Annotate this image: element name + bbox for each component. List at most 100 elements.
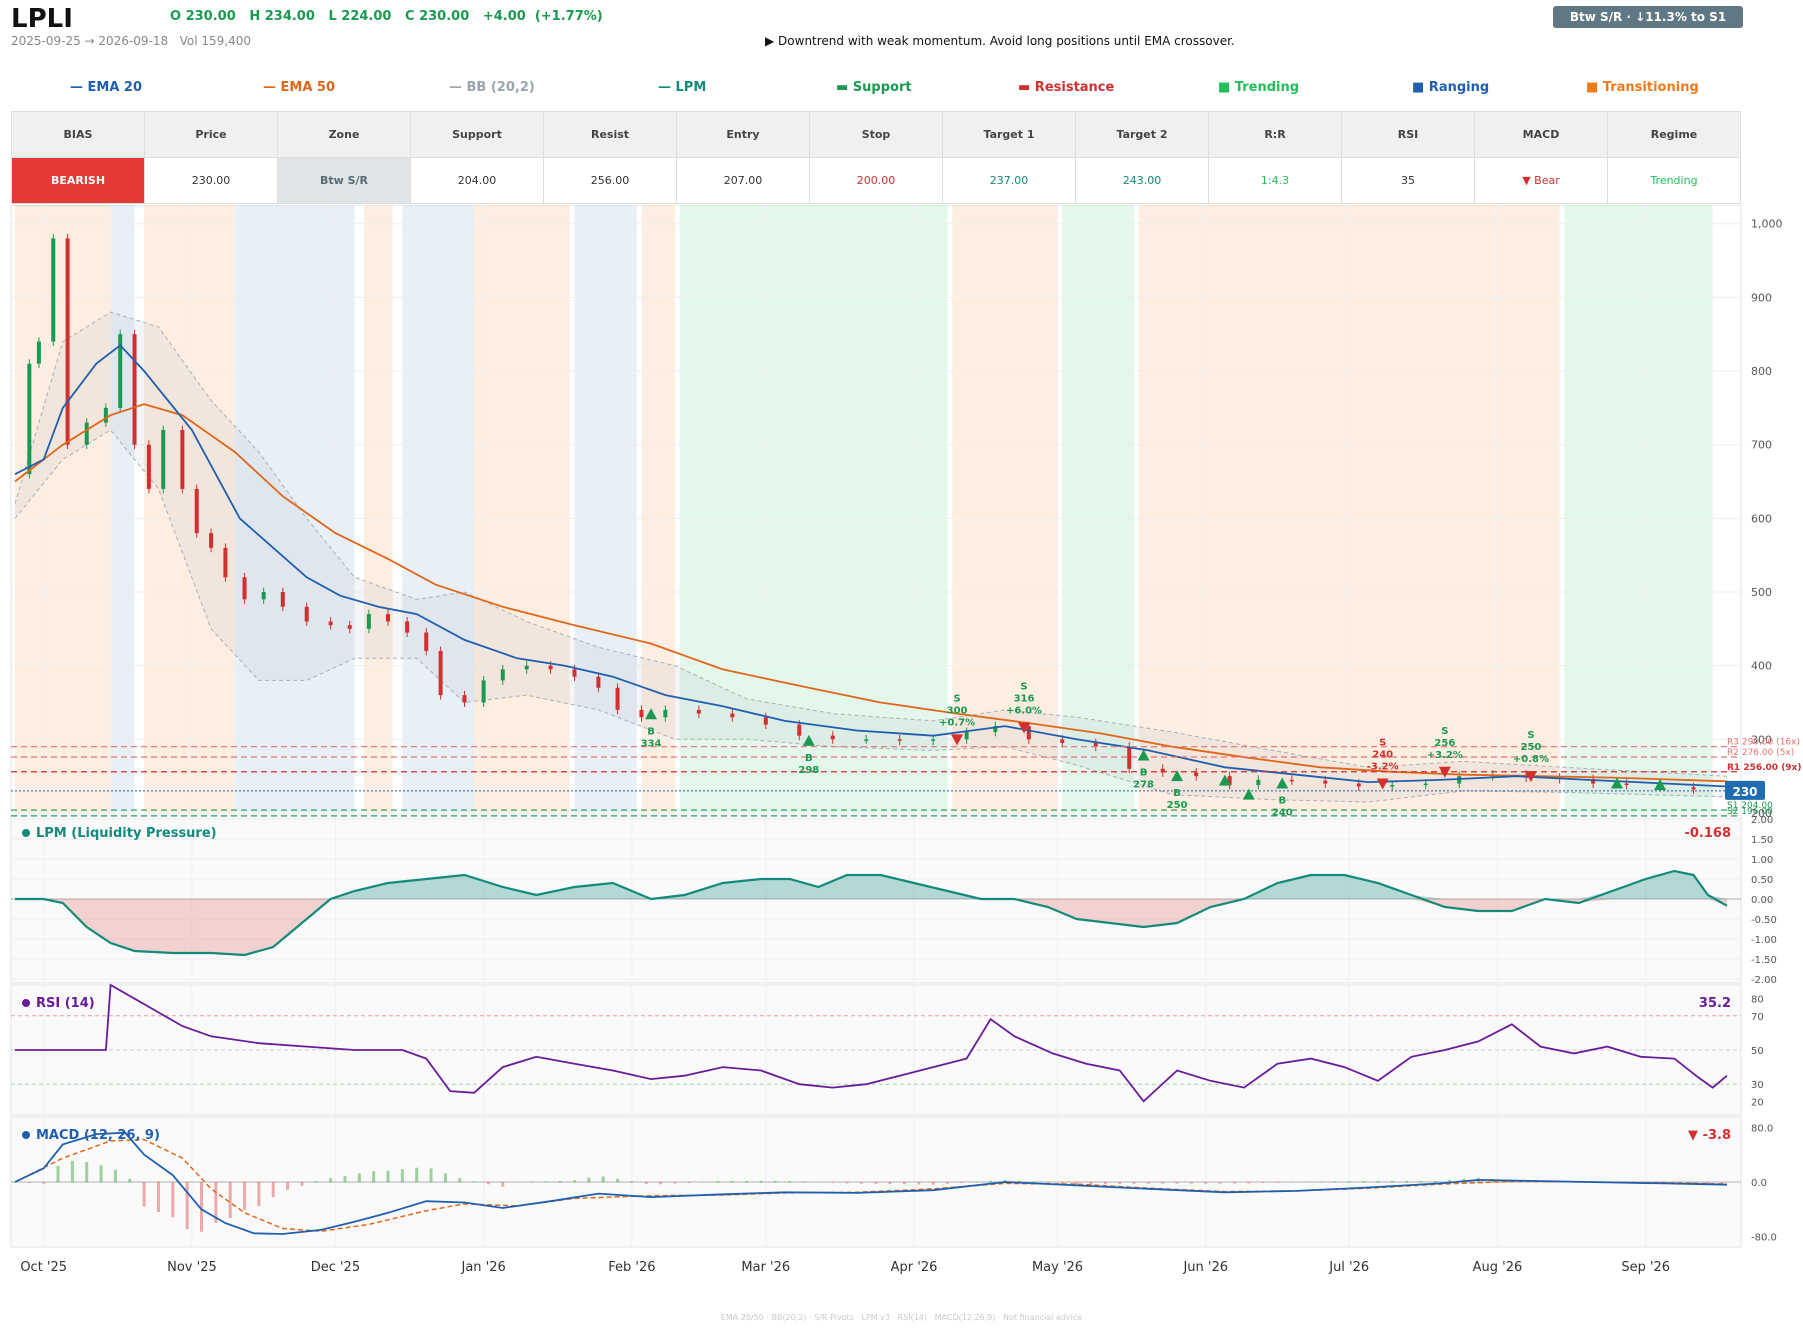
macd-histogram-bar xyxy=(1347,1181,1351,1183)
signal-label: +6.0% xyxy=(1006,706,1042,717)
buy-signal-marker xyxy=(1137,749,1150,761)
macd-histogram-bar xyxy=(1247,1182,1251,1184)
candle-body xyxy=(223,547,228,578)
value-bias: BEARISH xyxy=(11,157,145,204)
macd-histogram-bar xyxy=(745,1180,749,1183)
macd-histogram-bar xyxy=(386,1170,390,1183)
price-tick-label: 500 xyxy=(1751,586,1772,599)
candle-body xyxy=(366,614,371,629)
price-tick-label: 900 xyxy=(1751,291,1772,304)
header-resist: Resist xyxy=(543,111,677,158)
macd-histogram-bar xyxy=(329,1178,333,1183)
footer-note: EMA 20/50 · BB(20,2) · S/R Pivots · LPM … xyxy=(720,1313,1083,1322)
macd-histogram-bar xyxy=(171,1182,175,1218)
lpm-tick-label: 1.00 xyxy=(1751,855,1773,866)
lpm-tick-label: -1.50 xyxy=(1751,955,1777,966)
signal-label: 334 xyxy=(641,738,662,749)
macd-histogram-bar xyxy=(1204,1182,1208,1184)
lpm-tick-label: 0.00 xyxy=(1751,895,1773,906)
lpm-negative-area xyxy=(15,899,1727,955)
lpm-tick-label: 1.50 xyxy=(1751,835,1773,846)
candle-body xyxy=(596,676,601,688)
signal-label: B xyxy=(1278,796,1286,807)
macd-histogram-bar xyxy=(816,1181,820,1183)
macd-histogram-bar xyxy=(42,1182,46,1184)
header-price: Price xyxy=(144,111,278,158)
candle-body xyxy=(1356,783,1361,787)
signal-label: B xyxy=(647,726,655,737)
candle-body xyxy=(572,669,577,677)
macd-histogram-bar xyxy=(156,1182,160,1212)
lpm-tick-label: -0.50 xyxy=(1751,915,1777,926)
macd-histogram-bar xyxy=(630,1181,634,1183)
macd-histogram-bar xyxy=(1075,1182,1079,1185)
macd-histogram-bar xyxy=(142,1182,146,1207)
signal-label: S xyxy=(1379,738,1386,749)
macd-histogram-bar xyxy=(314,1181,318,1183)
signal-label: +0.7% xyxy=(939,717,975,728)
regime-band xyxy=(641,205,675,813)
signal-label: S xyxy=(1020,682,1027,693)
header-entry: Entry xyxy=(676,111,810,158)
macd-histogram-bar xyxy=(486,1182,490,1185)
rsi-line xyxy=(15,983,1728,1103)
candle-body xyxy=(51,238,56,342)
x-tick-label: Oct '25 xyxy=(20,1260,67,1275)
macd-histogram-bar xyxy=(1706,1182,1710,1184)
sell-signal-marker xyxy=(1018,722,1031,734)
candle-body xyxy=(524,665,529,670)
macd-histogram-bar xyxy=(1118,1182,1122,1185)
macd-histogram-bar xyxy=(1232,1182,1236,1184)
header-target1: Target 1 xyxy=(942,111,1076,158)
signal-label: -3.2% xyxy=(1367,762,1399,773)
x-tick-label: Dec '25 xyxy=(311,1260,360,1275)
price-tick-label: 700 xyxy=(1751,439,1772,452)
macd-histogram-bar xyxy=(1448,1180,1452,1183)
candle-body xyxy=(663,709,668,718)
macd-histogram-bar xyxy=(1146,1182,1150,1184)
x-tick-label: Sep '26 xyxy=(1621,1260,1670,1275)
candle-body xyxy=(763,717,768,725)
candle-body xyxy=(65,238,70,445)
candle-body xyxy=(964,731,969,740)
value-zone: Btw S/R xyxy=(277,157,411,204)
macd-histogram-bar xyxy=(1189,1182,1193,1184)
candle-body xyxy=(118,334,123,408)
macd-histogram-bar xyxy=(1032,1181,1036,1183)
candle-body xyxy=(180,429,185,489)
x-tick-label: Jul '26 xyxy=(1328,1260,1369,1275)
x-tick-label: Apr '26 xyxy=(891,1260,938,1275)
x-tick-label: Feb '26 xyxy=(608,1260,655,1275)
candle-body xyxy=(280,592,285,607)
candle-body xyxy=(161,429,166,489)
macd-histogram-bar xyxy=(802,1181,806,1183)
candle-body xyxy=(830,735,835,740)
candle-body xyxy=(864,739,869,741)
macd-histogram-bar xyxy=(458,1178,462,1183)
value-macd: ▼ Bear xyxy=(1474,157,1608,204)
macd-histogram-bar xyxy=(113,1169,117,1183)
candle-body xyxy=(931,739,936,741)
sr-level-label: R1 256.00 (9x) xyxy=(1727,763,1801,773)
macd-histogram-bar xyxy=(673,1182,677,1184)
macd-last-value: ▼ -3.8 xyxy=(1688,1128,1731,1143)
candle-body xyxy=(261,592,266,600)
macd-histogram-bar xyxy=(1060,1182,1064,1184)
value-rsi: 35 xyxy=(1341,157,1475,204)
rsi-last-value: 35.2 xyxy=(1699,996,1731,1011)
lpm-tick-label: -2.00 xyxy=(1751,975,1777,986)
macd-histogram-bar xyxy=(415,1167,419,1183)
candle-body xyxy=(103,407,108,423)
candle-body xyxy=(36,341,41,364)
signal-label: 240 xyxy=(1372,750,1393,761)
macd-histogram-bar xyxy=(529,1181,533,1183)
x-tick-label: Mar '26 xyxy=(741,1260,790,1275)
macd-histogram-bar xyxy=(99,1165,103,1183)
macd-histogram-bar xyxy=(214,1182,218,1224)
candle-body xyxy=(146,444,151,489)
macd-histogram-bar xyxy=(989,1180,993,1183)
analysis-message: ▶ Downtrend with weak momentum. Avoid lo… xyxy=(765,34,1235,48)
candle-body xyxy=(1026,726,1031,740)
price-tick-label: 200 xyxy=(1751,807,1772,820)
candle-body xyxy=(1390,785,1395,787)
